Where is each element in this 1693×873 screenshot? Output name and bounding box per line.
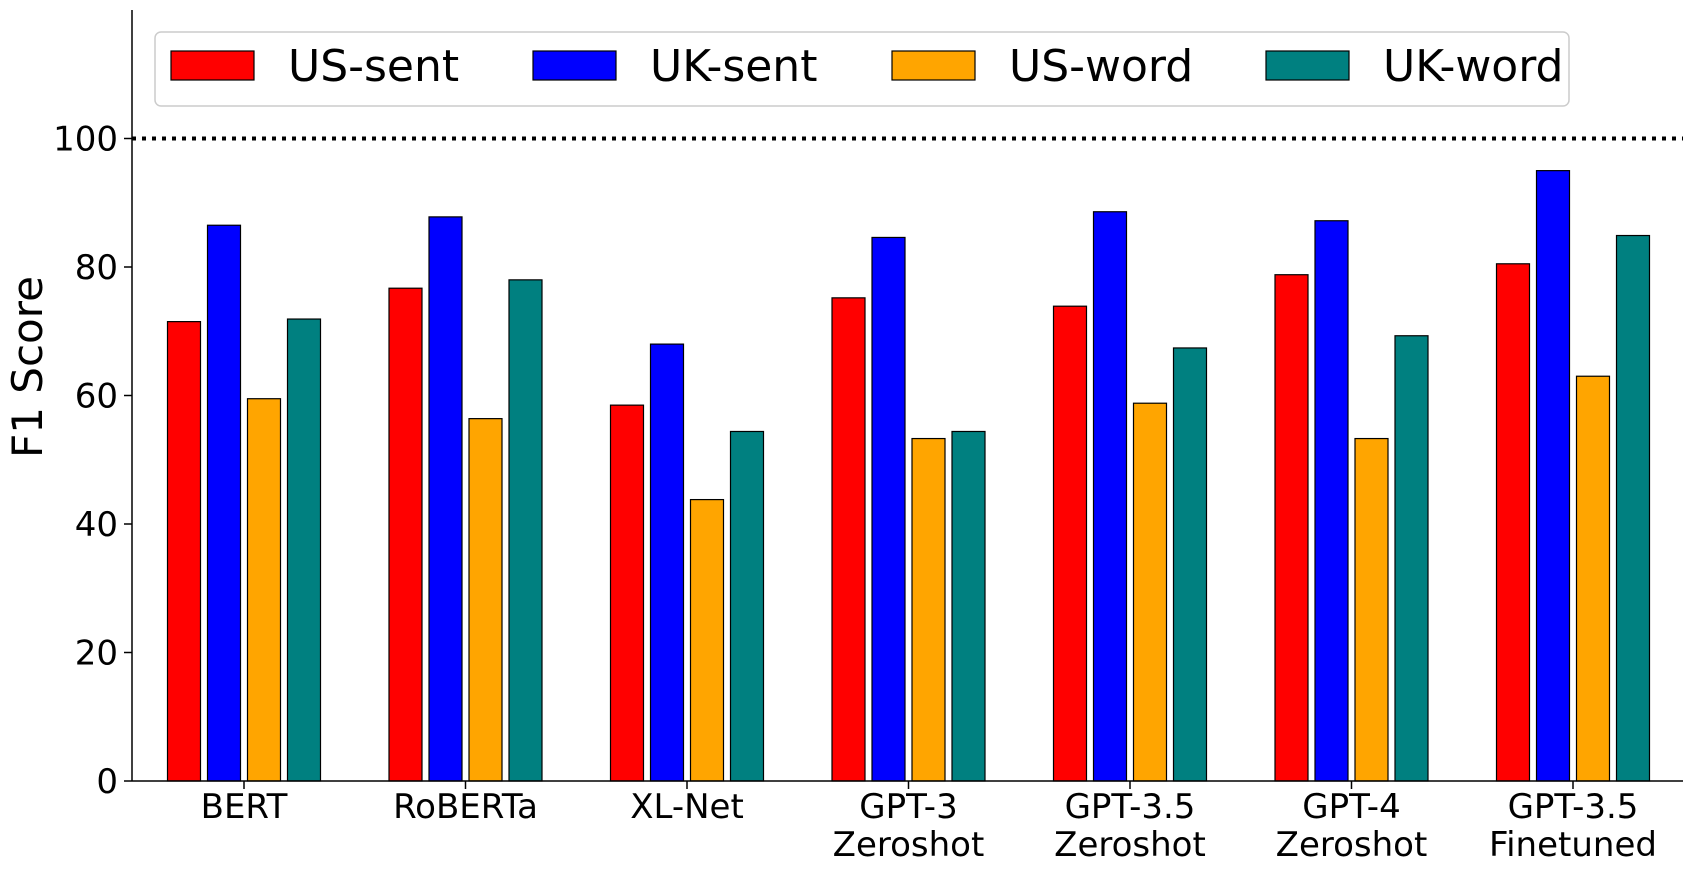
bar-us-word-1	[468, 418, 503, 782]
x-tick-label: Zeroshot	[1276, 825, 1428, 865]
bar-uk-word-2	[729, 430, 765, 782]
bar-us-sent-2	[609, 404, 645, 782]
legend-label-us-word: US-word	[1009, 41, 1193, 92]
bar-uk-word-3	[951, 430, 986, 782]
legend-label-us-sent: US-sent	[288, 41, 459, 92]
x-tick-label: Zeroshot	[833, 825, 985, 865]
bar-uk-word-5	[1394, 335, 1429, 782]
y-tick-label: 0	[96, 762, 118, 802]
bar-uk-word-1	[508, 279, 543, 782]
x-tick-label: GPT-4	[1302, 787, 1400, 827]
legend-swatch-uk-sent	[532, 50, 617, 81]
y-tick-label: 100	[53, 120, 118, 160]
x-tick-label: Zeroshot	[1054, 825, 1206, 865]
legend-swatch-us-word	[891, 50, 976, 81]
legend-swatch-uk-word	[1265, 50, 1350, 81]
bar-uk-sent-3	[871, 236, 906, 782]
bar-uk-sent-4	[1092, 211, 1128, 782]
bar-uk-sent-0	[206, 224, 242, 782]
bar-uk-sent-5	[1314, 220, 1349, 782]
legend-swatch-us-sent	[170, 50, 255, 81]
bar-us-sent-0	[166, 321, 202, 782]
x-tick-label: XL-Net	[630, 787, 744, 827]
bar-us-sent-3	[831, 297, 866, 782]
bar-us-word-4	[1132, 402, 1168, 782]
bar-uk-sent-2	[649, 343, 685, 782]
x-tick-label: GPT-3	[859, 787, 957, 827]
y-tick-label: 40	[75, 505, 118, 545]
legend-label-uk-word: UK-word	[1383, 41, 1563, 92]
y-axis-title: F1 Score	[3, 276, 52, 458]
bar-uk-word-4	[1172, 347, 1208, 782]
bar-us-word-5	[1354, 437, 1389, 782]
y-tick-label: 20	[75, 634, 118, 674]
bars-layer	[166, 170, 1651, 782]
legend-box	[154, 31, 1570, 107]
bar-us-sent-4	[1052, 305, 1088, 782]
bar-us-word-3	[911, 437, 946, 782]
bar-uk-sent-6	[1535, 170, 1571, 782]
y-tick-label: 60	[75, 377, 118, 417]
x-tick-label: GPT-3.5	[1508, 787, 1639, 827]
y-tick-label: 80	[75, 248, 118, 288]
x-tick-label: Finetuned	[1489, 825, 1657, 865]
bar-uk-sent-1	[428, 216, 463, 782]
bar-us-sent-1	[388, 287, 423, 782]
bar-us-word-6	[1575, 375, 1611, 782]
bar-uk-word-6	[1615, 234, 1651, 782]
bar-us-sent-6	[1495, 263, 1531, 782]
bar-us-word-0	[246, 398, 282, 782]
bar-us-word-2	[689, 498, 725, 782]
bar-uk-word-0	[286, 318, 322, 782]
legend-label-uk-sent: UK-sent	[650, 41, 817, 92]
bar-us-sent-5	[1274, 274, 1309, 782]
x-tick-label: GPT-3.5	[1065, 787, 1196, 827]
legend: US-sent UK-sent US-word UK-word	[154, 31, 1570, 107]
x-tick-label: RoBERTa	[393, 787, 538, 827]
x-tick-label: BERT	[201, 787, 288, 827]
